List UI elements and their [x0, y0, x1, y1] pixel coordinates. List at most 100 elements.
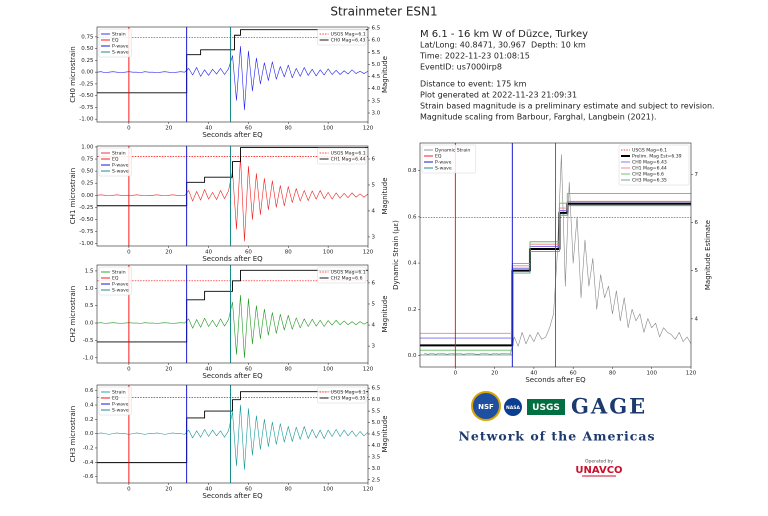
x-axis-label: Seconds after EQ: [202, 492, 263, 500]
y-tick-label: -1.00: [79, 117, 94, 123]
legend-label: USGS Mag=6.1: [331, 390, 366, 396]
legend-label: CH3 Mag=6.35: [632, 178, 667, 184]
usgs-logo: [527, 399, 565, 415]
y2-tick-label: 6: [695, 220, 699, 226]
legend-label: P-wave: [112, 282, 129, 288]
y-tick-label: 0.75: [81, 157, 94, 163]
y2-tick-label: 5.5: [372, 409, 381, 415]
x-tick-label: 100: [323, 367, 334, 373]
chart-panel: 0 20 40 60 80 100 120 0.75 0.50 0.25 0.00 -0.25 -0.5…: [69, 25, 389, 139]
legend-box: [421, 144, 476, 174]
x-tick-label: 40: [205, 250, 212, 256]
legend-box: [98, 28, 132, 58]
y-tick-label: -0.5: [83, 338, 94, 344]
y-tick-label: -0.4: [83, 460, 94, 466]
y2-tick-label: 4.0: [372, 86, 381, 92]
legend-box: [98, 147, 132, 177]
y-axis-label: CH0 microstrain: [69, 46, 77, 102]
y-tick-label: -0.2: [83, 445, 94, 451]
y2-axis-label: Magnitude: [381, 295, 389, 332]
legend-label: EQ: [435, 154, 442, 160]
y-tick-label: 0.75: [81, 34, 94, 40]
plot-frame: [96, 26, 369, 123]
x-tick-label: 120: [686, 371, 697, 377]
y2-axis-label: Magnitude: [381, 415, 389, 452]
x-tick-label: 100: [646, 371, 657, 377]
y-tick-label: 0.8: [408, 168, 417, 174]
legend-box: [317, 28, 367, 46]
legend-box: [98, 266, 132, 296]
legend-label: USGS Mag=6.1: [632, 148, 667, 154]
y2-axis-label: Magnitude: [381, 56, 389, 93]
x-tick-label: 100: [323, 126, 334, 132]
plot-frame: [96, 264, 369, 364]
legend-label: S-wave: [112, 288, 129, 294]
usgs-text: USGS: [532, 403, 560, 413]
y-tick-label: 1.5: [85, 268, 94, 274]
legend-label: EQ: [112, 396, 119, 402]
x-axis-label: Seconds after EQ: [202, 131, 263, 139]
y2-tick-label: 3: [372, 234, 376, 240]
note-line: Magnitude scaling from Barbour, Farghal,…: [420, 113, 657, 122]
y-tick-label: 0.25: [81, 181, 94, 187]
x-tick-label: 60: [245, 367, 252, 373]
y2-tick-label: 6: [372, 156, 376, 162]
y-axis-label: CH2 microstrain: [69, 286, 77, 342]
series-line: [97, 404, 368, 470]
legend-box: [317, 266, 367, 284]
y2-axis-label: Magnitude: [381, 177, 389, 214]
y2-tick-label: 3.5: [372, 98, 381, 104]
x-tick-label: 20: [165, 367, 172, 373]
y-tick-label: 0.00: [81, 193, 94, 199]
legend-label: USGS Mag=6.1: [331, 270, 366, 276]
x-tick-label: 40: [205, 367, 212, 373]
x-tick-label: 60: [245, 126, 252, 132]
y2-tick-label: 6.5: [372, 25, 381, 31]
y2-tick-label: 3.5: [372, 454, 381, 460]
y-tick-label: -0.50: [79, 93, 94, 99]
x-tick-label: 120: [363, 367, 374, 373]
y2-tick-label: 5: [372, 301, 376, 307]
y2-tick-label: 7: [695, 172, 699, 178]
y-tick-label: 0.50: [81, 169, 94, 175]
x-tick-label: 20: [491, 371, 498, 377]
plot-frame: [419, 142, 692, 368]
x-tick-label: 20: [165, 487, 172, 493]
nasa-logo: [504, 398, 522, 416]
y-tick-label: -0.25: [79, 205, 94, 211]
y-tick-label: 0.0: [408, 353, 417, 359]
x-tick-label: 20: [165, 126, 172, 132]
x-tick-label: 80: [285, 367, 292, 373]
plot-area: [420, 143, 691, 367]
x-tick-label: 120: [363, 126, 374, 132]
y-axis-label: CH1 microstrain: [69, 168, 77, 224]
chart-panel: 0 20 40 60 80 100 120 1.5 1.0 0.5 0.0 -0.5 -1.0 3 4 5 6 S…: [69, 264, 389, 380]
plot-frame: [96, 145, 369, 247]
y2-tick-label: 3.0: [372, 466, 381, 472]
x-axis-label: Seconds after EQ: [202, 372, 263, 380]
y-tick-label: -0.6: [83, 474, 94, 480]
legend-box: [618, 144, 690, 186]
y-tick-label: -0.75: [79, 105, 94, 111]
x-tick-label: 0: [454, 371, 458, 377]
legend-label: Strain: [112, 390, 126, 396]
y-tick-label: 0.00: [81, 70, 94, 76]
x-tick-label: 80: [285, 487, 292, 493]
x-tick-label: 60: [245, 250, 252, 256]
y-tick-label: 0.6: [85, 388, 94, 394]
y2-tick-label: 4.5: [372, 74, 381, 80]
y2-tick-label: 4.5: [372, 432, 381, 438]
legend-label: CH0 Mag=6.43: [632, 160, 667, 166]
y2-tick-label: 4: [372, 208, 376, 214]
series-line: [97, 294, 368, 359]
x-tick-label: 100: [323, 487, 334, 493]
legend-label: EQ: [112, 38, 119, 44]
x-tick-label: 120: [363, 487, 374, 493]
y-tick-label: 1.0: [85, 286, 94, 292]
event-headline: M 6.1 - 16 km W of Düzce, Turkey: [420, 29, 588, 40]
y-tick-label: 0.2: [408, 307, 417, 313]
x-tick-label: 20: [165, 250, 172, 256]
x-tick-label: 0: [127, 367, 131, 373]
